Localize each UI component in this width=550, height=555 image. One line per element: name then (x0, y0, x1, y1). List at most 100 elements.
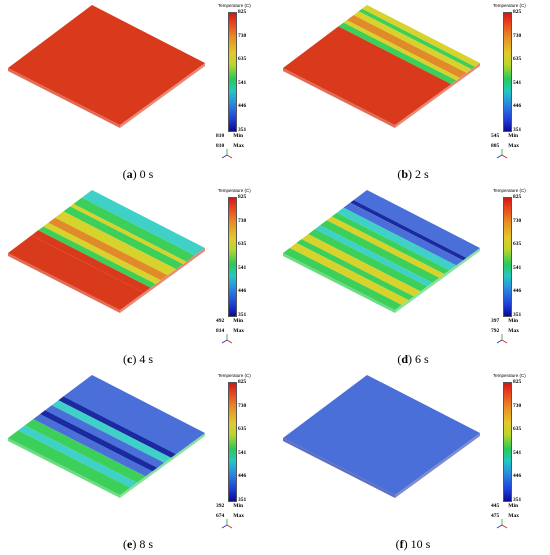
plate-b (283, 5, 480, 128)
colorbar-title: Temperature (C) (218, 3, 251, 8)
panel-b: Temperature (C) 825 730 635 541 446 351 545 Min 8… (275, 0, 550, 185)
panel-time: 0 s (139, 167, 154, 181)
max-value-row: 674 Max (216, 513, 244, 519)
min-value-row: 445 Min (491, 503, 518, 509)
plate-side-edge (395, 248, 480, 313)
max-value: 810 (216, 143, 225, 149)
min-value-row: 545 Min (491, 133, 518, 139)
panel-time: 6 s (415, 352, 429, 366)
temperature-band (55, 211, 177, 276)
temperature-band (331, 212, 450, 274)
temperature-band (283, 248, 402, 310)
temperature-band (289, 242, 409, 305)
panel-caption: (d) 6 s (397, 352, 429, 366)
panel-letter: d (401, 352, 408, 366)
max-value: 475 (491, 513, 500, 519)
max-label: Max (508, 328, 519, 334)
colorbar (503, 12, 512, 132)
max-value: 674 (216, 513, 225, 519)
colorbar-tick-label: 541 (238, 449, 247, 456)
temperature-band (73, 197, 195, 262)
colorbar-tick-label: 635 (238, 426, 247, 433)
panel-time: 4 s (139, 352, 153, 366)
colorbar-tick-label: 541 (238, 79, 247, 86)
max-value-row: 814 Max (216, 328, 244, 334)
colorbar-title: Temperature (C) (218, 188, 251, 193)
colorbar-tick-label: 351 (513, 497, 522, 503)
panel-a: Temperature (C) 825 730 635 541 446 351 810 Min 8… (0, 0, 275, 185)
colorbar-tick-label: 635 (513, 426, 522, 433)
colorbar-tick-label: 446 (513, 103, 522, 110)
panel-letter: e (127, 537, 133, 551)
max-label: Max (233, 328, 244, 334)
temperature-band (38, 226, 156, 288)
min-label: Min (233, 133, 244, 139)
colorbar (503, 197, 512, 317)
colorbar (503, 382, 512, 502)
min-value-row: 397 Min (491, 318, 518, 324)
panel-f: Temperature (C) 825 730 635 541 446 351 445 Min 4… (275, 370, 550, 555)
temperature-band (18, 425, 138, 488)
plate-side-edge (120, 433, 205, 498)
panel-caption: (a) 0 s (122, 167, 154, 181)
colorbar-tick-label: 446 (513, 288, 522, 295)
temperature-band (350, 200, 467, 261)
colorbar-tick-label: 635 (238, 56, 247, 63)
max-label: Max (508, 143, 519, 149)
temperature-band (39, 410, 158, 472)
panel-c: Temperature (C) 825 730 635 541 446 351 492 Min 8… (0, 185, 275, 370)
panel-caption: (c) 4 s (123, 352, 153, 366)
min-value: 545 (491, 133, 500, 139)
temperature-band (43, 222, 161, 284)
colorbar-title: Temperature (C) (493, 373, 526, 378)
panel-letter: f (399, 537, 404, 551)
max-label: Max (233, 143, 244, 149)
axis-triad-icon (221, 334, 233, 344)
colorbar-tick-label: 730 (513, 402, 522, 409)
temperature-band (346, 15, 467, 78)
colorbar-tick-label: 730 (238, 32, 247, 39)
temperature-band (58, 396, 177, 458)
temperature-band (336, 207, 457, 271)
plate-a (8, 5, 205, 128)
plate-front-edge (283, 253, 395, 313)
max-label: Max (233, 513, 244, 519)
min-value-row: 492 Min (216, 318, 243, 324)
panel-time: 8 s (139, 537, 153, 551)
colorbar-tick-label: 446 (238, 473, 247, 480)
min-label: Min (508, 503, 519, 509)
colorbar-title: Temperature (C) (493, 188, 526, 193)
colorbar-tick-label: 825 (238, 379, 247, 385)
axis-triad-icon (496, 519, 508, 529)
min-value: 397 (491, 318, 500, 324)
temperature-band (343, 202, 463, 266)
temperature-band (353, 11, 472, 73)
temperature-band (63, 206, 183, 270)
plate-front-edge (283, 68, 395, 128)
colorbar-tick-label: 351 (238, 497, 247, 503)
min-label: Min (233, 318, 244, 324)
temperature-band (314, 225, 433, 287)
temperature-band (8, 235, 144, 310)
panel-d: Temperature (C) 825 730 635 541 446 351 397 Min 7… (275, 185, 550, 370)
plate-front-edge (8, 68, 120, 128)
temperature-band (301, 234, 421, 297)
panel-e: Temperature (C) 825 730 635 541 446 351 392 Min 6… (0, 370, 275, 555)
max-value-row: 792 Max (491, 328, 519, 334)
temperature-band (8, 430, 131, 495)
colorbar-tick-label: 541 (513, 79, 522, 86)
temperature-band (51, 400, 172, 463)
plate-front-edge (8, 438, 120, 498)
max-value-row: 475 Max (491, 513, 519, 519)
colorbar-tick-label: 351 (238, 312, 247, 318)
colorbar-tick-label: 730 (238, 217, 247, 224)
temperature-band (343, 20, 460, 81)
max-value: 805 (491, 143, 500, 149)
colorbar-tick-label: 351 (513, 312, 522, 318)
panel-caption: (b) 2 s (397, 167, 429, 181)
colorbar-tick-label: 446 (238, 103, 247, 110)
temperature-band (33, 414, 153, 477)
temperature-band (8, 5, 205, 125)
colorbar (228, 382, 237, 502)
temperature-band (48, 217, 168, 281)
